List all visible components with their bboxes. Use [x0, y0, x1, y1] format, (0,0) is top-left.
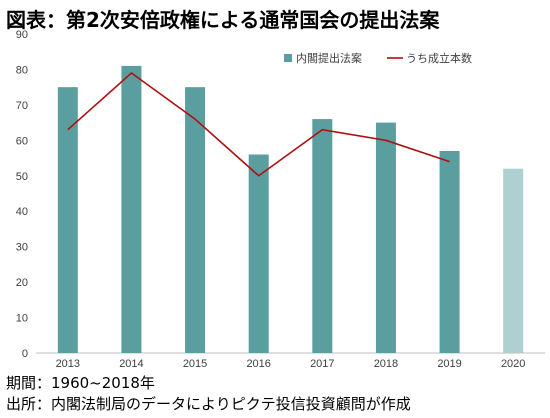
chart-title: 図表：第2次安倍政権による通常国会の提出法案 [6, 8, 440, 32]
source-note: 出所：内閣法制局のデータによりピクテ投信投資顧問が作成 [6, 395, 411, 413]
legend-bar-label: 内閣提出法案 [296, 51, 362, 65]
period-note: 期間：1960~2018年 [6, 374, 155, 392]
legend: 内閣提出法案 うち成立本数 [284, 51, 472, 65]
x-tick-label: 2014 [119, 358, 143, 370]
x-tick-label: 2015 [183, 358, 207, 370]
x-tick-label: 2017 [310, 358, 334, 370]
x-tick-label: 2018 [374, 358, 398, 370]
bar-2015 [185, 87, 206, 353]
y-tick-label: 90 [16, 29, 28, 41]
x-axis: 2013 2014 2015 2016 2017 2018 2019 2020 [56, 358, 526, 370]
y-tick-label: 10 [16, 313, 28, 325]
x-tick-label: 2013 [56, 358, 80, 370]
legend-bar-swatch [284, 54, 292, 62]
bar-2017 [312, 119, 333, 353]
legend-line-label: うち成立本数 [406, 51, 472, 65]
y-axis: 0 10 20 30 40 50 60 70 80 90 [16, 29, 28, 360]
x-tick-label: 2019 [437, 358, 461, 370]
y-tick-label: 40 [16, 206, 28, 218]
y-tick-label: 30 [16, 242, 28, 254]
y-tick-label: 0 [22, 348, 28, 360]
line-series [67, 71, 450, 177]
y-tick-label: 20 [16, 277, 28, 289]
bar-2019 [439, 150, 460, 353]
x-tick-label: 2016 [246, 358, 270, 370]
y-tick-label: 70 [16, 100, 28, 112]
chart: 0 10 20 30 40 50 60 70 80 90 2013 2014 2015 2016 2017… [16, 29, 545, 370]
bar-2013 [57, 87, 78, 353]
bar-series [57, 65, 524, 354]
bar-2016 [248, 154, 269, 353]
bar-2020 [503, 168, 524, 353]
y-tick-label: 60 [16, 135, 28, 147]
bar-2018 [375, 122, 396, 353]
y-tick-label: 50 [16, 171, 28, 183]
bar-2014 [121, 65, 142, 354]
y-tick-label: 80 [16, 64, 28, 76]
x-tick-label: 2020 [501, 358, 525, 370]
